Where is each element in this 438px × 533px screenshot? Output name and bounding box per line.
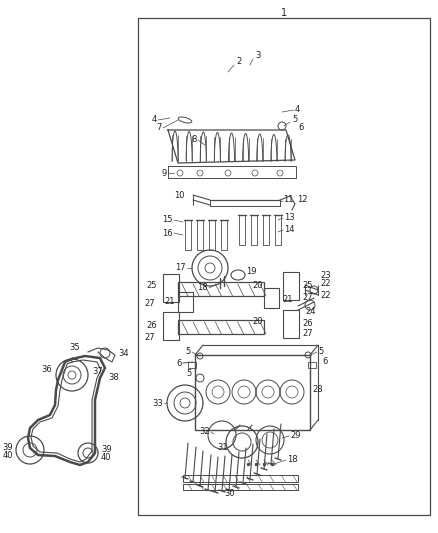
Text: 3: 3 bbox=[255, 52, 260, 61]
Text: 5: 5 bbox=[187, 369, 192, 378]
Text: 31: 31 bbox=[217, 442, 228, 451]
Text: 21: 21 bbox=[282, 295, 293, 304]
Text: 6: 6 bbox=[177, 359, 182, 367]
Text: 22: 22 bbox=[320, 290, 331, 300]
Text: 18: 18 bbox=[198, 284, 208, 293]
Text: 14: 14 bbox=[284, 225, 294, 235]
Text: 25: 25 bbox=[146, 280, 157, 289]
Text: 5: 5 bbox=[186, 348, 191, 357]
Bar bbox=[263, 215, 269, 245]
Text: 18: 18 bbox=[287, 456, 298, 464]
Bar bbox=[185, 220, 191, 250]
Text: 20: 20 bbox=[252, 318, 262, 327]
Text: 39: 39 bbox=[101, 445, 112, 454]
Text: 27: 27 bbox=[302, 328, 313, 337]
Text: 26: 26 bbox=[146, 320, 157, 329]
Bar bbox=[178, 320, 264, 334]
Bar bbox=[283, 310, 299, 338]
Text: 24: 24 bbox=[305, 308, 315, 317]
Bar bbox=[183, 475, 298, 482]
Text: 37: 37 bbox=[92, 367, 103, 376]
Bar bbox=[264, 288, 279, 308]
Bar bbox=[168, 166, 296, 178]
Text: 25: 25 bbox=[302, 280, 312, 289]
Text: 17: 17 bbox=[175, 263, 186, 272]
Bar bbox=[188, 362, 196, 368]
Text: 30: 30 bbox=[225, 489, 235, 498]
Text: 7: 7 bbox=[157, 124, 162, 133]
Bar bbox=[209, 220, 215, 250]
Text: 35: 35 bbox=[69, 343, 80, 352]
Text: 36: 36 bbox=[41, 366, 52, 375]
Text: 40: 40 bbox=[3, 450, 13, 459]
Text: 29: 29 bbox=[290, 432, 300, 440]
Bar bbox=[308, 362, 316, 368]
Text: 13: 13 bbox=[284, 214, 295, 222]
Text: 12: 12 bbox=[297, 196, 307, 205]
Text: 11: 11 bbox=[283, 196, 293, 205]
Bar bbox=[178, 282, 264, 296]
Text: 4: 4 bbox=[152, 116, 157, 125]
Bar bbox=[275, 215, 281, 245]
Text: 4: 4 bbox=[295, 106, 300, 115]
Text: 21: 21 bbox=[165, 297, 175, 306]
Bar bbox=[239, 215, 245, 245]
Text: 10: 10 bbox=[174, 190, 185, 199]
Text: 16: 16 bbox=[162, 229, 173, 238]
Bar bbox=[283, 272, 299, 300]
Text: 34: 34 bbox=[118, 349, 129, 358]
Text: 23: 23 bbox=[320, 271, 331, 279]
Text: 27: 27 bbox=[145, 298, 155, 308]
Text: 28: 28 bbox=[312, 385, 323, 394]
Text: 6: 6 bbox=[298, 124, 304, 133]
Text: 9: 9 bbox=[162, 168, 167, 177]
Bar bbox=[178, 292, 193, 312]
Text: 20: 20 bbox=[252, 280, 262, 289]
Text: 33: 33 bbox=[152, 399, 163, 408]
Text: 15: 15 bbox=[162, 215, 173, 224]
Bar bbox=[221, 220, 227, 250]
Text: 2: 2 bbox=[236, 58, 241, 67]
Bar bbox=[251, 215, 257, 245]
Text: 22: 22 bbox=[320, 279, 331, 287]
Bar bbox=[163, 312, 179, 340]
Text: 8: 8 bbox=[192, 135, 197, 144]
Text: 6: 6 bbox=[322, 358, 327, 367]
Text: 38: 38 bbox=[108, 374, 119, 383]
Bar bbox=[197, 220, 203, 250]
Text: 19: 19 bbox=[246, 268, 257, 277]
Text: 1: 1 bbox=[281, 8, 287, 18]
Bar bbox=[195, 355, 310, 430]
Bar bbox=[163, 274, 179, 302]
Text: 40: 40 bbox=[101, 453, 112, 462]
Text: 26: 26 bbox=[302, 319, 313, 327]
Text: 5: 5 bbox=[318, 348, 323, 357]
Text: 5: 5 bbox=[292, 116, 297, 125]
Text: 27: 27 bbox=[302, 293, 313, 302]
Bar bbox=[183, 484, 298, 490]
Bar bbox=[138, 18, 430, 515]
Text: 39: 39 bbox=[2, 442, 13, 451]
Text: 27: 27 bbox=[145, 333, 155, 342]
Text: 32: 32 bbox=[199, 427, 210, 437]
